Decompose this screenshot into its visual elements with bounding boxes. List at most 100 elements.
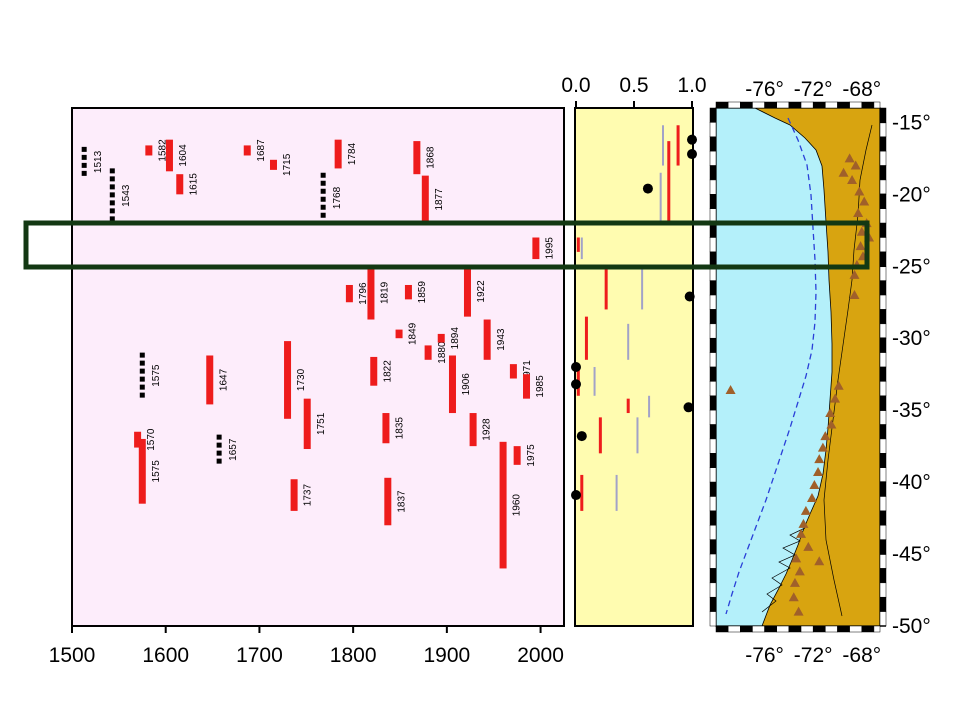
x-tick-label: 1700 [236,644,283,667]
rupture-bar [284,341,292,419]
event-year-label: 1768 [332,186,343,209]
border-segment [812,101,826,109]
rupture-bar [134,431,142,448]
border-segment [879,165,887,181]
border-segment [879,107,887,123]
border-segment [879,150,887,166]
border-segment [849,625,863,633]
event-year-label: 1960 [512,494,523,517]
border-segment [727,625,741,633]
border-segment [879,525,887,540]
event-year-label: 1849 [408,322,419,345]
border-segment [740,625,753,633]
rupture-bar [413,141,421,175]
trench-line [725,117,817,615]
event-year-label: 1796 [358,282,369,305]
event-year-label: 1575 [151,460,162,483]
border-segment [879,467,887,483]
border-segment [709,237,717,253]
border-segment [709,323,717,339]
volcano-marker [803,541,814,551]
dot-marker [571,490,581,501]
volcano-marker [854,186,865,196]
x-tick-label: 1.0 [677,74,706,97]
x-tick-label: 1600 [142,644,189,667]
volcano-marker [850,160,861,170]
border-segment [788,101,802,109]
rupture-bar [483,319,491,360]
event-year-label: 1604 [178,144,189,167]
rupture-bar [243,145,251,156]
volcano-marker [859,196,870,206]
event-year-label: 1751 [316,412,327,435]
x-tick-label: 0.0 [561,74,590,97]
border-segment [709,366,717,382]
event-year-label: 1995 [545,237,556,260]
volcanoes [725,153,875,616]
event-year-label: 1819 [380,281,391,304]
border-segment [709,553,717,569]
volcano-marker [809,479,820,489]
border-segment [709,596,717,612]
border-segment [879,323,887,339]
border-segment [709,525,717,540]
border-segment [812,625,826,633]
map-checker-border [709,101,887,633]
event-year-label: 1687 [256,139,267,162]
border-segment [825,625,838,633]
lon-tick-label-top: -76° [745,78,784,101]
lat-tick-label: -25° [892,255,931,278]
volcano-marker [838,167,849,177]
rupture-bar [345,284,353,303]
border-segment [709,496,717,512]
border-segment [709,352,717,368]
event-year-label: 1868 [426,146,437,169]
event-year-label: 1835 [395,417,406,440]
border-segment [709,481,717,497]
border-segment [879,409,887,425]
dot-marker [571,362,581,372]
rupture-bar [269,159,277,170]
event-year-label: 1543 [121,184,132,207]
volcano-marker [849,269,860,279]
border-segment [709,122,717,138]
x-tick-label: 0.5 [619,74,648,97]
border-segment [715,101,729,109]
border-segment [879,453,887,468]
border-segment [709,611,717,627]
border-segment [709,280,717,296]
event-year-label: 1894 [450,327,461,350]
border-segment [709,510,717,526]
dot-marker [642,183,653,194]
event-year-label: 1647 [218,368,229,391]
border-segment [709,539,717,555]
event-year-label: 1906 [461,373,472,396]
volcano-marker [826,419,837,429]
border-segment [788,625,802,633]
border-segment [709,395,717,411]
border-segment [727,101,741,109]
border-segment [879,424,887,440]
border-segment [709,337,717,353]
border-segment [879,208,887,224]
volcano-marker [833,380,844,390]
border-segment [879,194,887,209]
rupture-bar [404,284,412,300]
volcano-marker [814,556,825,566]
border-segment [879,179,887,195]
rupture-bar [424,345,432,360]
rupture-bar [367,266,375,320]
rupture-bar [523,374,531,399]
volcano-marker [791,553,802,563]
border-segment [740,101,753,109]
lat-tick-label: -45° [892,543,931,566]
rupture-history-plot-area [71,107,565,627]
volcano-marker [830,393,841,403]
border-segment [861,101,875,109]
lon-tick-label-bottom: -68° [842,644,881,667]
border-segment [879,251,887,267]
lon-tick-label-top: -72° [794,78,833,101]
lon-tick-label-bottom: -72° [794,644,833,667]
border-segment [776,101,790,109]
dot-marker [687,134,697,145]
